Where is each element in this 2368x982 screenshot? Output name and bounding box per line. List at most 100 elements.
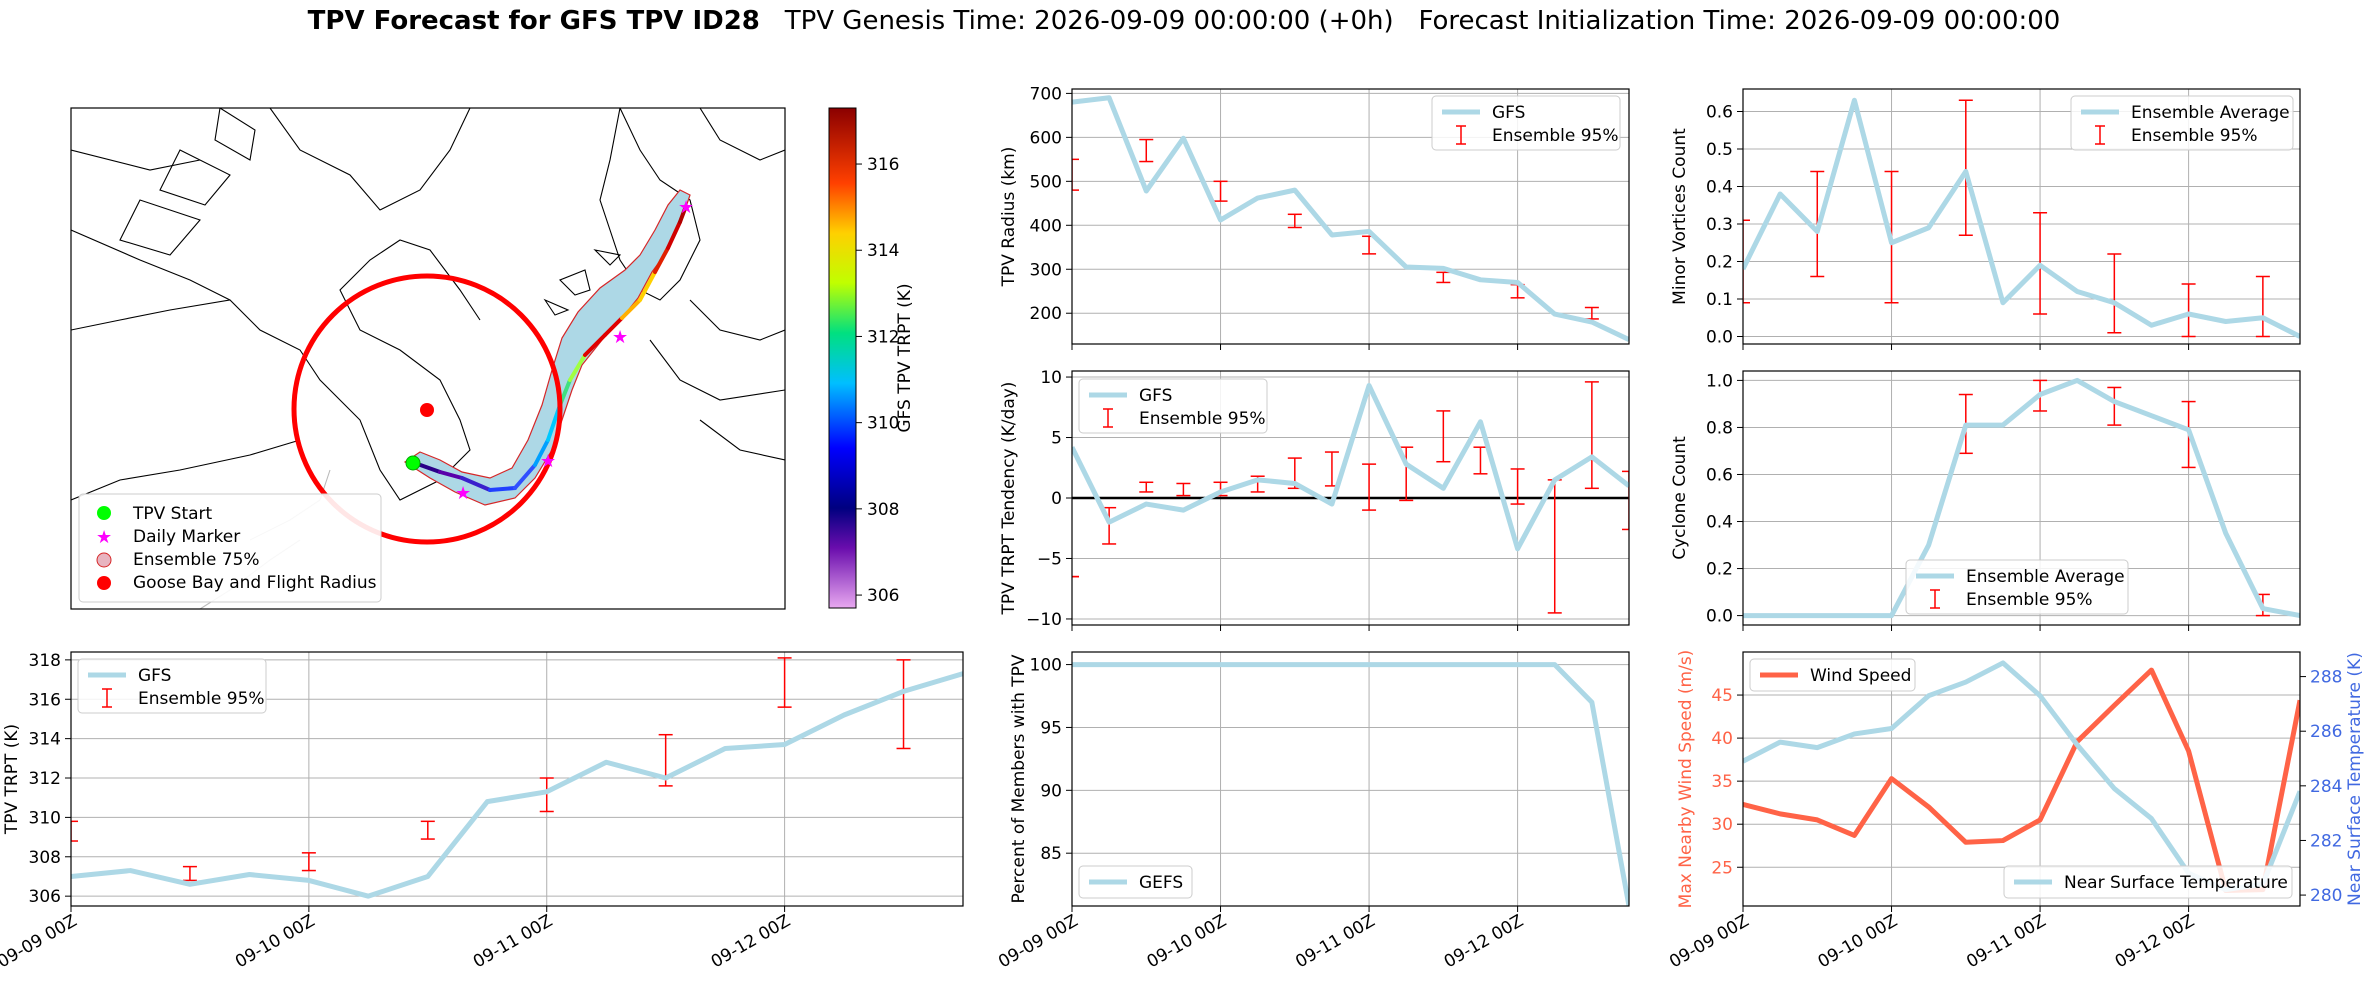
plot-area xyxy=(1072,662,1629,906)
colorbar-tick-label: 316 xyxy=(867,155,899,175)
axes-frame xyxy=(70,651,964,907)
ytick-label: 0.6 xyxy=(1706,103,1733,123)
series-line xyxy=(1743,667,2300,894)
y2tick-label: 282 xyxy=(2310,831,2342,851)
ytick-label: 0.2 xyxy=(1706,253,1733,273)
ylabel: TPV TRPT Tendency (K/day) xyxy=(999,382,1019,616)
ytick-label: 5 xyxy=(1051,429,1062,449)
panel-percent: 85 90 95 100 09-09 00Z 09-10 00Z 09-11 00Z 09-1… xyxy=(995,651,1630,972)
series-line xyxy=(1072,383,1629,552)
legend-start-swatch xyxy=(97,506,111,520)
ytick-label: 300 xyxy=(1030,260,1062,280)
ytick-label: 30 xyxy=(1711,815,1733,835)
ytick-label: 0.2 xyxy=(1706,560,1733,580)
ytick-label: 316 xyxy=(29,690,61,710)
legend-goose-swatch xyxy=(97,576,111,590)
legend-label: Ensemble 95% xyxy=(1492,126,1619,146)
axes-frame xyxy=(1071,88,1630,345)
ytick-label: 0.0 xyxy=(1706,328,1733,348)
map-legend-label: Ensemble 75% xyxy=(133,550,260,570)
ytick-label: 200 xyxy=(1030,304,1062,324)
panel-wind_temp: 25 30 35 40 45 09-09 00Z 09-10 00Z 09-11 00Z 09-… xyxy=(1666,650,2365,973)
axes-frame xyxy=(1742,370,2301,626)
ytick-label: 85 xyxy=(1040,844,1062,864)
axes-frame xyxy=(1071,370,1630,626)
legend-ens-swatch xyxy=(96,552,112,568)
panel-trpt: 306 308 310 312 314 316 318 09-09 00Z 09-10 00Z 0… xyxy=(0,651,964,972)
y2tick-label: 280 xyxy=(2310,886,2342,906)
ytick-label: 0.8 xyxy=(1706,418,1733,438)
ytick-label: 400 xyxy=(1030,216,1062,236)
ytick-label: 35 xyxy=(1711,772,1733,792)
xtick-label: 09-11 00Z xyxy=(1963,911,2049,972)
ytick-label: 0.5 xyxy=(1706,140,1733,160)
legend-box xyxy=(2003,865,2293,899)
daily-marker: ★ xyxy=(540,451,556,472)
xtick-label: 09-11 00Z xyxy=(470,911,556,972)
map-legend-box xyxy=(78,493,382,603)
xtick-label: 09-09 00Z xyxy=(0,911,80,972)
ylabel: Percent of Members with TPV xyxy=(1009,654,1029,903)
ytick-label: 314 xyxy=(29,730,61,750)
ytick-label: −5 xyxy=(1037,549,1062,569)
ytick-label: 306 xyxy=(29,887,61,907)
plot-area xyxy=(1743,97,2300,339)
ytick-label: 0.3 xyxy=(1706,215,1733,235)
ytick-label: 0.4 xyxy=(1706,178,1733,198)
ytick-label: 100 xyxy=(1030,656,1062,676)
ytick-label: 95 xyxy=(1040,718,1062,738)
ytick-label: −10 xyxy=(1026,610,1062,630)
panel-tendency: −10 −5 0 5 10 TPV TRPT Tendency (K/day) GFS Ens… xyxy=(999,368,1630,631)
panel-radius: 200 300 400 500 600 700 TPV Radius (km) GFS Ense… xyxy=(999,84,1630,350)
map-legend-label: Goose Bay and Flight Radius xyxy=(133,573,377,593)
xtick-label: 09-09 00Z xyxy=(1666,911,1752,972)
legend-label: Ensemble Average xyxy=(1966,567,2125,587)
ytick-label: 312 xyxy=(29,769,61,789)
figure-title-init: Forecast Initialization Time: 2026-09-09… xyxy=(1418,6,2061,36)
colorbar-tick-label: 306 xyxy=(867,586,899,606)
map-content: ★ ★ ★ ★ xyxy=(71,108,785,609)
ytick-label: 25 xyxy=(1711,858,1733,878)
plot-area xyxy=(1072,95,1629,342)
colorbar xyxy=(828,107,857,609)
ytick-label: 310 xyxy=(29,808,61,828)
ytick-label: 600 xyxy=(1030,128,1062,148)
ytick-label: 40 xyxy=(1711,729,1733,749)
legend-box xyxy=(1905,559,2129,615)
colorbar-tick-label: 314 xyxy=(867,241,899,261)
daily-marker: ★ xyxy=(612,327,628,348)
track-segment xyxy=(603,316,624,337)
daily-marker: ★ xyxy=(455,483,471,504)
colorbar-tick-label: 312 xyxy=(867,327,899,347)
colorbar-label: GFS TPV TRPT (K) xyxy=(895,283,915,432)
land-borders xyxy=(71,149,301,501)
legend-box xyxy=(1078,865,1193,899)
axes-frame xyxy=(1742,88,2301,345)
axes-frame xyxy=(1071,651,1630,907)
track-segment xyxy=(460,476,492,492)
greenland-coast xyxy=(269,108,471,211)
map-frame xyxy=(70,107,786,610)
ylabel: Max Nearby Wind Speed (m/s) xyxy=(1676,650,1696,909)
track-segment xyxy=(666,220,682,250)
map-legend-label: Daily Marker xyxy=(133,527,240,547)
plot-area xyxy=(1072,381,1629,614)
track-segment xyxy=(488,486,517,492)
series-line xyxy=(1072,95,1629,342)
legend-label: Ensemble 95% xyxy=(2131,126,2258,146)
xtick-label: 09-09 00Z xyxy=(995,911,1081,972)
xtick-label: 09-10 00Z xyxy=(232,911,318,972)
ytick-label: 45 xyxy=(1711,686,1733,706)
xtick-label: 09-10 00Z xyxy=(1815,911,1901,972)
ytick-label: 500 xyxy=(1030,172,1062,192)
europe-coast xyxy=(599,108,785,461)
series-line xyxy=(1743,97,2300,339)
colorbar-tick-label: 310 xyxy=(867,414,899,434)
ylabel: Cyclone Count xyxy=(1670,436,1690,560)
xtick-label: 09-12 00Z xyxy=(708,911,794,972)
series-line xyxy=(1743,377,2300,619)
y2label: Near Surface Temperature (K) xyxy=(2345,652,2365,906)
xtick-label: 09-12 00Z xyxy=(2112,911,2198,972)
legend-label: GFS xyxy=(138,666,171,686)
ytick-label: 318 xyxy=(29,651,61,671)
